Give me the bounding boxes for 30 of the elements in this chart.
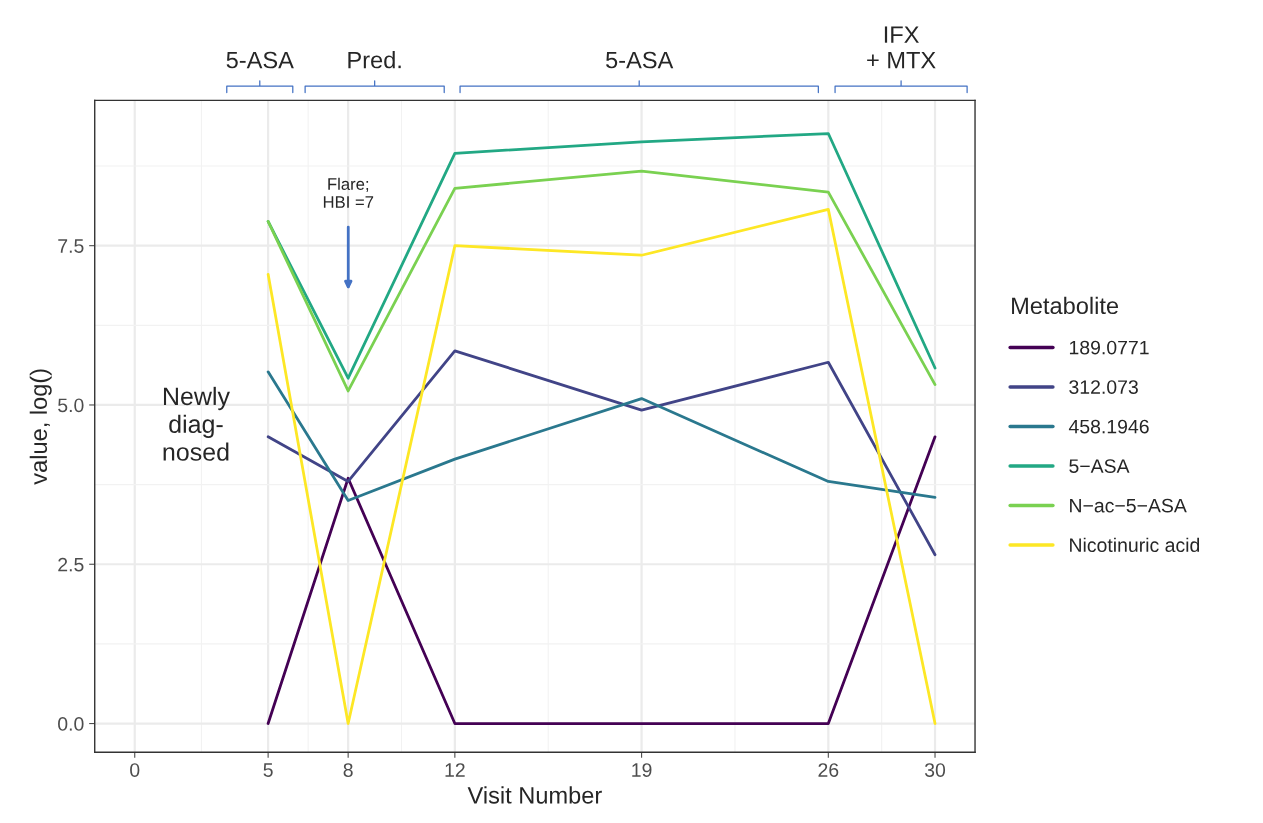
y-tick-label: 7.5 (58, 239, 84, 253)
annotation: Flare; HBI =7 (323, 177, 374, 208)
y-axis-title: value, log() (29, 369, 52, 485)
line-series (266, 207, 937, 725)
text: 5-ASA (226, 51, 294, 69)
legend-title: Metabolite (1012, 296, 1119, 315)
legend-label: 458.1946 (1068, 419, 1149, 434)
y-tick-label: 5.0 (58, 398, 84, 413)
legend-label: N−ac−5−ASA (1070, 498, 1187, 513)
line-series (266, 349, 937, 557)
x-tick-label: 30 (924, 763, 946, 777)
y-tick-label: 0.0 (58, 717, 84, 731)
legend-label: Nicotinuric acid (1070, 537, 1200, 553)
text: Pred. (348, 51, 401, 69)
text: 5-ASA (606, 51, 674, 69)
x-tick-label: 8 (343, 763, 353, 777)
x-tick-label: 0 (130, 763, 140, 777)
x-tick-label: 26 (818, 763, 839, 777)
text: IFX + MTX (867, 26, 936, 69)
x-tick-label: 19 (632, 763, 652, 777)
x-tick-label: 12 (445, 763, 465, 777)
x-axis-title: Visit Number (467, 786, 602, 804)
line-series (266, 370, 937, 502)
annotation: Newly diag- nosed (163, 386, 230, 461)
line-series (266, 169, 937, 393)
y-tick-label: 2.5 (58, 557, 84, 572)
x-tick-label: 5 (263, 763, 273, 777)
legend-label: 5−ASA (1069, 459, 1130, 473)
legend-label: 312.073 (1069, 380, 1138, 394)
legend-label: 189.0771 (1069, 340, 1149, 355)
